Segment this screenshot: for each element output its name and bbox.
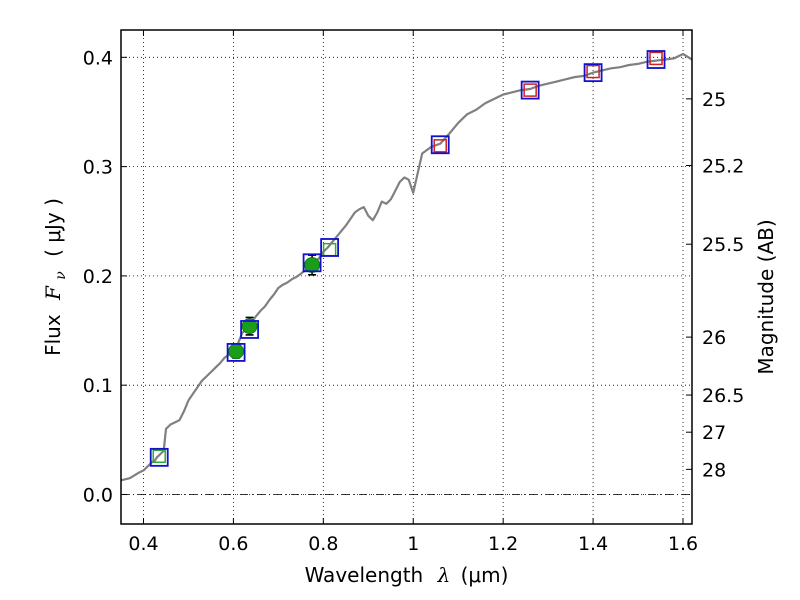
model-photometry-marker xyxy=(302,253,322,273)
tick-layer: 0.4 0.6 0.8 1 1.2 1.4 1.6 0.0 0.1 0.2 0.3 0.4 25 25.2… xyxy=(83,30,744,555)
model-photometry-marker xyxy=(226,343,246,362)
x-axis-title-prefix: Wavelength xyxy=(305,563,424,587)
y-tick-label: 0.4 xyxy=(83,47,113,69)
observed-point xyxy=(304,257,320,273)
model-photometry-marker xyxy=(583,63,603,83)
y-axis-title-symbol: F xyxy=(41,285,65,301)
y-axis-title: Flux F ν ( μJy ) xyxy=(41,198,70,356)
y2-tick-label: 26.5 xyxy=(702,385,744,407)
y-tick-label: 0.1 xyxy=(83,375,113,397)
x-axis-title-symbol: λ xyxy=(437,563,451,587)
y-tick-label: 0.2 xyxy=(83,266,113,288)
y2-tick-label: 28 xyxy=(702,459,726,481)
y-tick-label: 0.0 xyxy=(83,484,113,506)
x-tick-label: 1.4 xyxy=(578,533,608,555)
y2-tick-label: 25 xyxy=(702,89,726,111)
model-photometry-marker xyxy=(149,447,169,467)
red-square-marker xyxy=(433,139,447,153)
model-photometry-marker xyxy=(240,320,259,339)
model-photometry-marker xyxy=(320,238,340,257)
y-axis-title-unit: ( μJy ) xyxy=(41,198,65,257)
observed-point xyxy=(241,318,258,335)
y-axis-title-subscript: ν xyxy=(53,271,69,280)
x-axis-title: Wavelength λ (μm) xyxy=(305,563,509,587)
green-square-marker xyxy=(152,449,166,463)
y-axis-title-prefix: Flux xyxy=(41,314,65,356)
model-photometry-marker xyxy=(646,50,666,69)
y-tick-label: 0.3 xyxy=(83,157,113,179)
y2-tick-label: 25.2 xyxy=(702,156,744,178)
model-photometry-marker xyxy=(520,80,540,100)
plot-frame xyxy=(120,29,693,525)
y2-tick-label: 27 xyxy=(702,422,726,444)
y2-tick-label: 25.5 xyxy=(702,234,744,256)
plot-layer xyxy=(120,50,693,482)
x-tick-label: 0.8 xyxy=(308,533,338,555)
red-square-marker xyxy=(586,64,600,79)
x-tick-label: 0.4 xyxy=(128,533,158,555)
x-tick-label: 0.6 xyxy=(218,533,248,555)
x-tick-label: 1 xyxy=(407,533,419,555)
red-square-marker xyxy=(649,51,663,66)
x-tick-label: 1.6 xyxy=(668,533,698,555)
y2-tick-label: 26 xyxy=(702,327,726,349)
red-square-marker xyxy=(523,83,537,97)
grid-layer xyxy=(121,30,692,524)
x-axis-title-unit: (μm) xyxy=(461,563,509,587)
model-spectrum-line xyxy=(120,52,693,482)
x-tick-label: 1.2 xyxy=(488,533,518,555)
observed-point xyxy=(228,343,244,360)
y2-axis-title: Magnitude (AB) xyxy=(754,219,778,374)
model-photometry-marker xyxy=(430,135,450,155)
